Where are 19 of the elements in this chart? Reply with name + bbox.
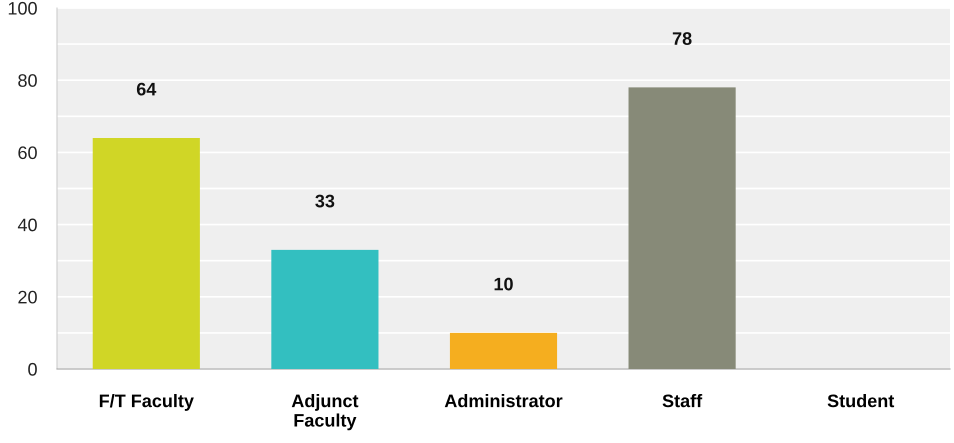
bar: [628, 87, 736, 369]
x-tick-label: F/T Faculty: [100, 394, 194, 411]
y-tick-label: 20: [18, 290, 37, 304]
x-tick-label: Adjunct Faculty: [292, 394, 358, 430]
y-tick-label: 0: [28, 362, 37, 376]
data-label: 64: [136, 82, 156, 96]
bar: [450, 332, 558, 369]
data-label: 10: [494, 278, 513, 290]
x-tick-label: Staff: [662, 394, 702, 408]
y-tick-label: 60: [18, 146, 37, 160]
y-tick-label: 100: [8, 2, 37, 15]
x-tick-label: Student: [828, 394, 894, 408]
x-tick-label: Administrator: [444, 394, 562, 408]
bar: [271, 250, 378, 369]
bar: [92, 138, 200, 369]
data-label: 78: [672, 32, 692, 45]
y-tick-label: 40: [18, 218, 37, 232]
data-label: 33: [315, 194, 334, 208]
y-tick-label: 80: [18, 74, 37, 87]
